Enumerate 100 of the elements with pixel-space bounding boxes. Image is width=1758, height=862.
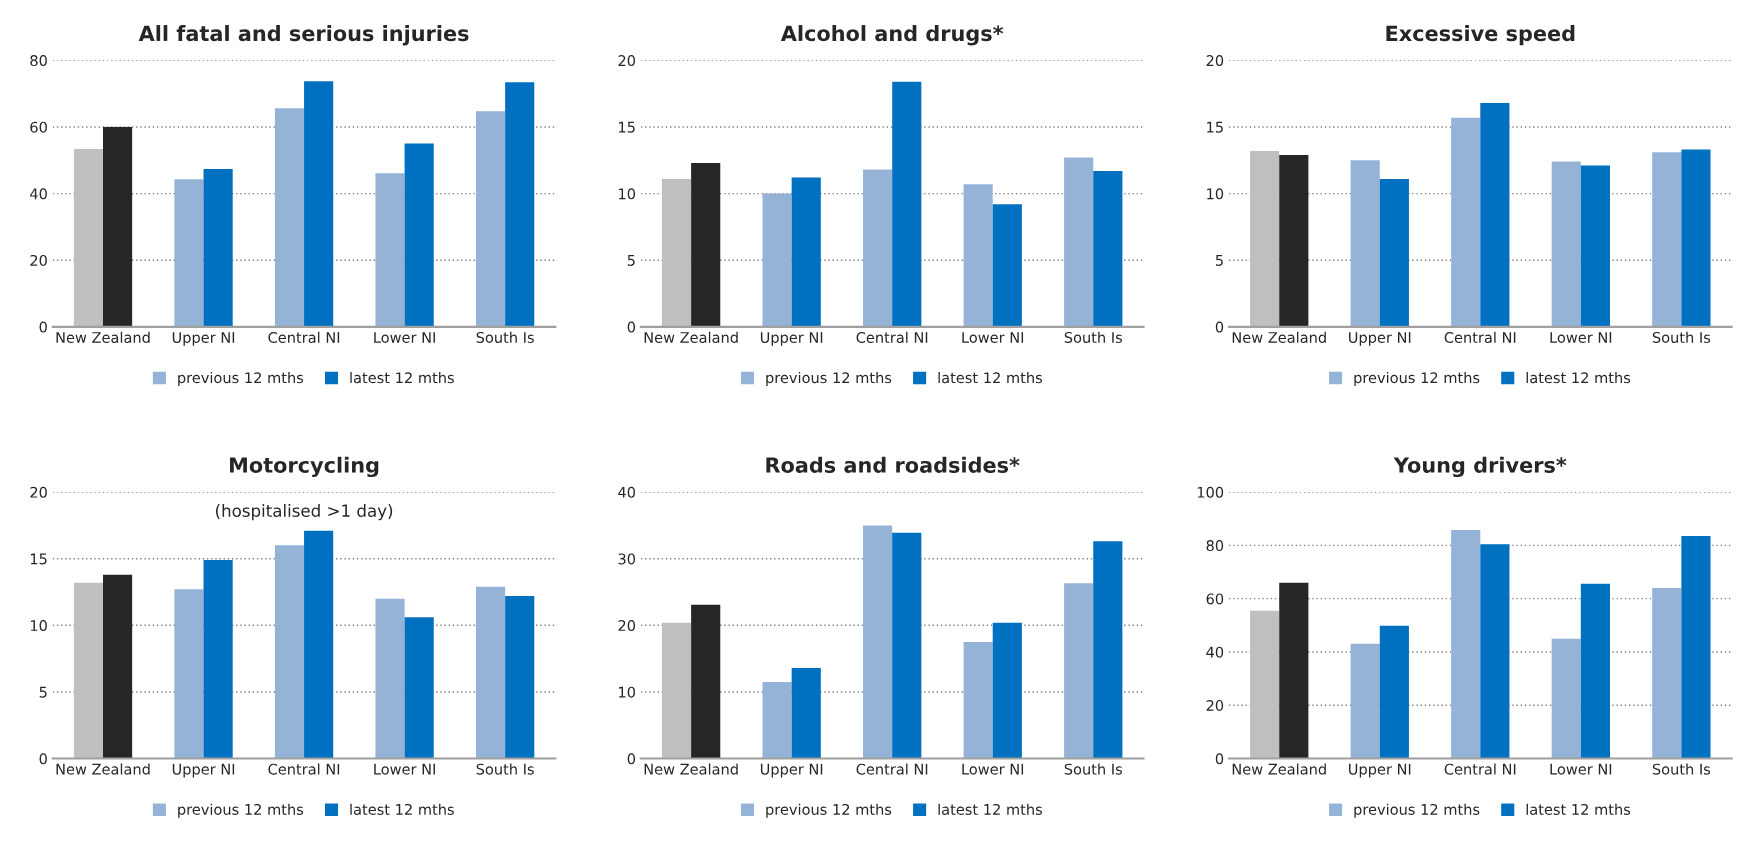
- bar: [1064, 157, 1094, 327]
- bar: [992, 204, 1022, 327]
- bar: [1551, 161, 1581, 327]
- x-tick-label: South Is: [1064, 763, 1122, 775]
- bar: [375, 598, 405, 759]
- x-tick-label: Upper NI: [172, 763, 235, 778]
- legend-label: previous 12 mths: [766, 371, 892, 387]
- y-tick-label: 40: [30, 188, 47, 200]
- y-tick-label: 10: [30, 620, 47, 632]
- bar: [404, 143, 434, 327]
- x-tick-label: New Zealand: [1232, 331, 1326, 343]
- y-tick-label: 20: [618, 620, 636, 632]
- chart-title: All fatal and serious injuries: [138, 25, 469, 46]
- bar: [73, 582, 104, 759]
- bar: [203, 560, 233, 759]
- y-tick-label: 40: [618, 486, 636, 498]
- x-tick-label: Lower NI: [374, 332, 435, 343]
- legend-label: latest 12 mths: [350, 371, 454, 384]
- bar: [1652, 152, 1682, 327]
- y-tick-label: 80: [30, 55, 47, 67]
- bar: [1279, 154, 1309, 327]
- bar: [1451, 117, 1481, 327]
- bar: [1379, 625, 1409, 759]
- legend-label: previous 12 mths: [766, 803, 892, 818]
- x-tick-label: Upper NI: [1349, 332, 1411, 346]
- x-tick-label: South Is: [1652, 331, 1711, 343]
- bar: [375, 173, 405, 327]
- y-tick-label: 20: [618, 55, 636, 67]
- annotation: (hospitalised >1 day): [216, 504, 393, 521]
- bar: [963, 184, 993, 327]
- x-tick-label: Lower NI: [1550, 763, 1612, 775]
- x-tick-label: South Is: [1064, 331, 1122, 343]
- x-tick-label: Upper NI: [172, 332, 235, 346]
- bar: [1350, 160, 1380, 327]
- y-tick-label: 20: [30, 486, 47, 498]
- y-tick-label: 5: [1215, 255, 1223, 266]
- legend-label: latest 12 mths: [1526, 803, 1631, 815]
- bar: [791, 177, 821, 327]
- legend-label: previous 12 mths: [178, 803, 304, 818]
- bar: [1652, 588, 1682, 759]
- y-tick-label: 10: [1207, 188, 1224, 200]
- bar: [992, 622, 1022, 759]
- legend-label: previous 12 mths: [1354, 803, 1480, 818]
- x-tick-label: New Zealand: [644, 331, 738, 343]
- bar: [203, 168, 233, 327]
- bar: [863, 169, 893, 327]
- y-tick-label: 30: [618, 553, 636, 565]
- bar: [963, 641, 993, 759]
- x-tick-label: Lower NI: [374, 763, 435, 775]
- legend-label: latest 12 mths: [938, 371, 1043, 384]
- y-tick-label: 60: [1206, 593, 1224, 605]
- bar: [1480, 102, 1510, 327]
- bar: [475, 586, 506, 759]
- bar: [1551, 638, 1581, 759]
- bar: [1350, 643, 1380, 759]
- y-tick-label: 15: [30, 553, 47, 565]
- bar: [505, 596, 535, 759]
- y-tick-label: 20: [1206, 55, 1224, 67]
- bar: [505, 82, 535, 327]
- bar: [174, 179, 204, 327]
- bar: [1580, 165, 1610, 327]
- bar: [174, 589, 204, 759]
- bar: [103, 574, 133, 759]
- bar: [691, 162, 721, 327]
- bar: [73, 148, 104, 327]
- bar: [762, 681, 792, 759]
- y-tick-label: 15: [619, 121, 635, 133]
- x-tick-label: New Zealand: [1232, 763, 1326, 775]
- x-tick-label: Central NI: [856, 331, 928, 343]
- y-tick-label: 100: [1197, 486, 1224, 498]
- bar: [274, 108, 305, 327]
- bar: [274, 545, 305, 759]
- y-tick-label: 10: [619, 686, 636, 698]
- bar: [1580, 583, 1610, 759]
- x-tick-label: Lower NI: [1550, 332, 1612, 343]
- x-tick-label: Upper NI: [760, 763, 823, 778]
- y-tick-label: 40: [1206, 646, 1224, 658]
- y-tick-label: 0: [627, 321, 636, 333]
- chart-title: Young drivers*: [1393, 456, 1567, 478]
- bar: [1093, 170, 1123, 327]
- chart-title: Roads and roadsides*: [766, 456, 1020, 473]
- legend-label: previous 12 mths: [1354, 371, 1480, 387]
- legend-label: latest 12 mths: [350, 803, 454, 815]
- bar: [1379, 178, 1409, 327]
- y-tick-label: 10: [619, 188, 636, 200]
- y-tick-label: 0: [1215, 753, 1224, 765]
- bar: [1480, 544, 1510, 759]
- bar: [791, 667, 821, 759]
- chart-title: Excessive speed: [1386, 25, 1575, 46]
- legend-label: latest 12 mths: [938, 803, 1043, 815]
- bar: [1681, 536, 1711, 759]
- bar: [1064, 583, 1094, 759]
- x-tick-label: Central NI: [856, 763, 928, 775]
- x-tick-label: New Zealand: [56, 763, 150, 775]
- x-tick-label: New Zealand: [644, 763, 738, 775]
- y-tick-label: 80: [1206, 540, 1224, 552]
- y-tick-label: 20: [1206, 699, 1224, 712]
- bar: [304, 530, 334, 759]
- bar: [304, 81, 334, 327]
- y-tick-label: 5: [39, 686, 47, 698]
